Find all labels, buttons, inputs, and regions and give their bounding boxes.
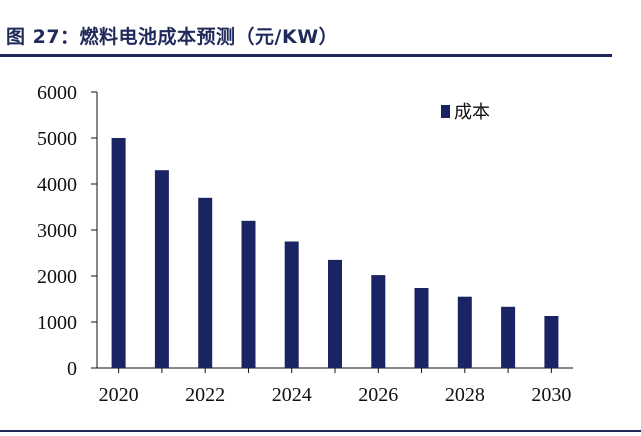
x-axis-ticks: 2020 2022 2024 2026 2028 2030 <box>99 368 571 406</box>
x-tick-label: 2028 <box>445 384 485 406</box>
bar-2020 <box>111 138 126 368</box>
bottom-divider <box>0 430 641 432</box>
bar-2026 <box>371 275 386 368</box>
x-tick-label: 2020 <box>99 384 139 406</box>
legend-swatch <box>441 105 450 118</box>
title-divider <box>0 54 612 57</box>
y-axis-ticks: 0 1000 2000 3000 4000 5000 6000 <box>37 82 97 380</box>
x-tick-label: 2024 <box>272 384 312 406</box>
bar-2025 <box>328 259 342 368</box>
y-tick-label: 6000 <box>37 82 77 104</box>
y-tick-label: 4000 <box>37 174 77 196</box>
x-tick-label: 2030 <box>531 384 571 406</box>
chart-title: 图 27：燃料电池成本预测（元/KW） <box>6 26 339 48</box>
bar-2024 <box>284 241 299 368</box>
bar-series <box>111 138 559 368</box>
y-tick-label: 0 <box>67 358 77 380</box>
bar-2023 <box>241 220 256 368</box>
bar-2027 <box>414 288 429 368</box>
y-tick-label: 5000 <box>37 128 77 150</box>
bar-2021 <box>154 170 169 368</box>
y-tick-label: 1000 <box>37 312 77 334</box>
x-tick-label: 2022 <box>185 384 225 406</box>
y-tick-label: 2000 <box>37 266 77 288</box>
bar-2029 <box>501 306 516 368</box>
legend: 成本 <box>441 102 490 123</box>
x-tick-label: 2026 <box>358 384 398 406</box>
y-tick-label: 3000 <box>37 220 77 242</box>
bar-2028 <box>457 296 472 368</box>
bar-2030 <box>544 316 559 368</box>
bar-2022 <box>198 197 213 368</box>
legend-label: 成本 <box>454 102 490 123</box>
